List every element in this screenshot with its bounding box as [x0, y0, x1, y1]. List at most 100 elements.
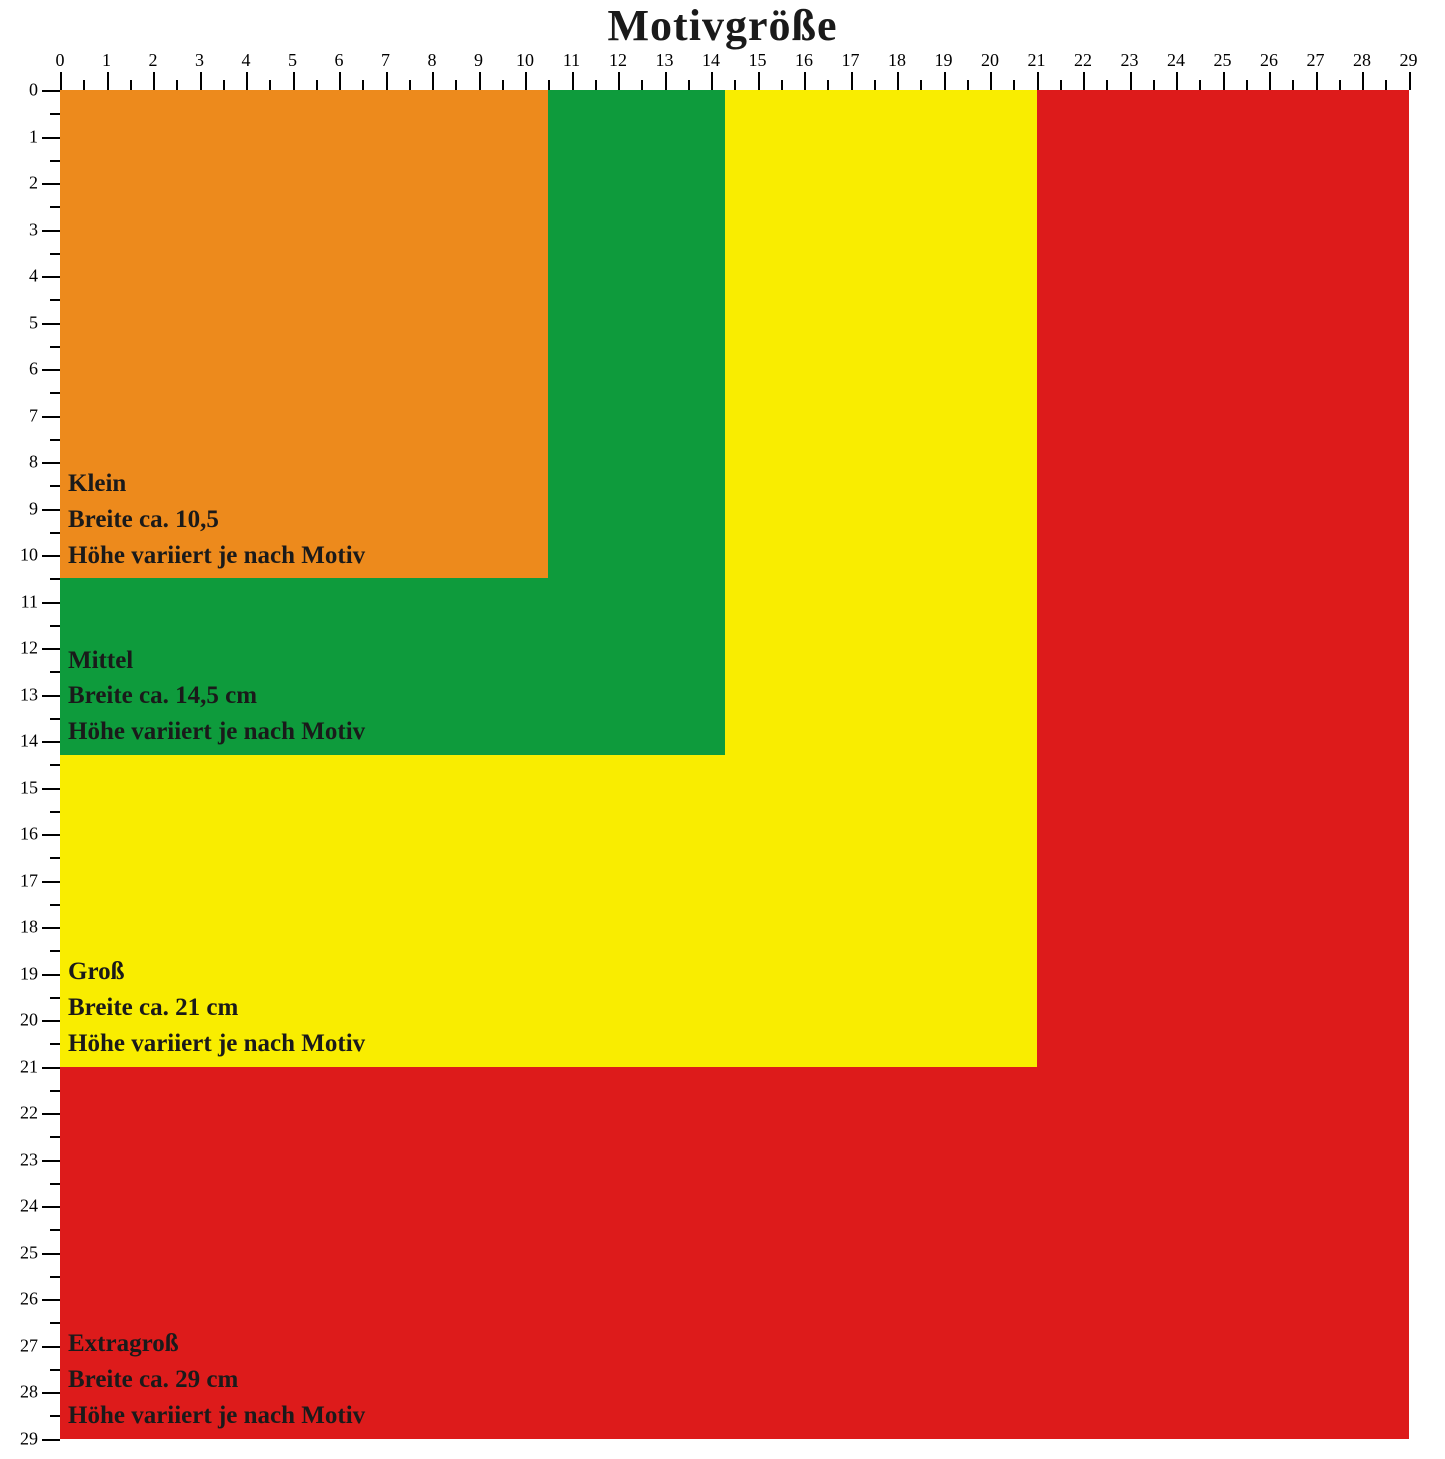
ruler-label: 20 — [981, 50, 999, 71]
ruler-vertical: 0123456789101112131415161718192021222324… — [0, 90, 60, 1459]
ruler-label: 15 — [749, 50, 767, 71]
ruler-label: 19 — [935, 50, 953, 71]
ruler-tick — [897, 72, 899, 90]
ruler-label: 2 — [149, 50, 158, 71]
ruler-label: 3 — [195, 50, 204, 71]
ruler-tick — [42, 1392, 60, 1394]
size-width: Breite ca. 29 cm — [68, 1363, 365, 1397]
ruler-tick — [200, 72, 202, 90]
ruler-label: 21 — [20, 1056, 38, 1077]
ruler-tick-minor — [50, 392, 60, 394]
ruler-tick-minor — [50, 764, 60, 766]
ruler-tick — [42, 555, 60, 557]
ruler-tick — [42, 462, 60, 464]
ruler-tick-minor — [50, 1043, 60, 1045]
ruler-label: 9 — [474, 50, 483, 71]
ruler-label: 20 — [20, 1010, 38, 1031]
ruler-tick-minor — [734, 80, 736, 90]
ruler-tick — [665, 72, 667, 90]
ruler-tick-minor — [50, 1369, 60, 1371]
ruler-tick-minor — [50, 439, 60, 441]
ruler-label: 15 — [20, 777, 38, 798]
ruler-tick-minor — [920, 80, 922, 90]
ruler-label: 7 — [29, 405, 38, 426]
size-box-klein: KleinBreite ca. 10,5Höhe variiert je nac… — [60, 90, 548, 578]
ruler-tick-minor — [50, 485, 60, 487]
ruler-label: 8 — [29, 452, 38, 473]
ruler-tick-minor — [827, 80, 829, 90]
ruler-tick — [851, 72, 853, 90]
ruler-tick — [42, 974, 60, 976]
ruler-label: 1 — [102, 50, 111, 71]
ruler-tick-minor — [50, 113, 60, 115]
ruler-tick-minor — [50, 997, 60, 999]
ruler-tick-minor — [50, 1322, 60, 1324]
ruler-tick — [339, 72, 341, 90]
ruler-label: 21 — [1028, 50, 1046, 71]
ruler-tick — [42, 881, 60, 883]
size-width: Breite ca. 14,5 cm — [68, 679, 365, 713]
ruler-tick-minor — [1013, 80, 1015, 90]
size-height: Höhe variiert je nach Motiv — [68, 1027, 365, 1061]
ruler-label: 8 — [428, 50, 437, 71]
ruler-tick — [758, 72, 760, 90]
ruler-label: 12 — [609, 50, 627, 71]
ruler-tick-minor — [50, 578, 60, 580]
ruler-tick — [42, 90, 60, 92]
ruler-label: 27 — [20, 1335, 38, 1356]
size-height: Höhe variiert je nach Motiv — [68, 1399, 365, 1433]
size-name: Groß — [68, 955, 365, 989]
ruler-tick-minor — [50, 625, 60, 627]
ruler-label: 19 — [20, 963, 38, 984]
ruler-tick — [42, 1020, 60, 1022]
ruler-tick-minor — [50, 253, 60, 255]
ruler-tick-minor — [50, 671, 60, 673]
ruler-tick — [42, 1113, 60, 1115]
ruler-label: 22 — [1074, 50, 1092, 71]
ruler-tick-minor — [50, 857, 60, 859]
ruler-tick-minor — [50, 1276, 60, 1278]
ruler-tick — [990, 72, 992, 90]
ruler-tick — [1316, 72, 1318, 90]
ruler-tick — [42, 276, 60, 278]
ruler-tick — [42, 1299, 60, 1301]
ruler-tick — [525, 72, 527, 90]
ruler-label: 24 — [1167, 50, 1185, 71]
size-height: Höhe variiert je nach Motiv — [68, 539, 365, 573]
ruler-tick-minor — [50, 346, 60, 348]
ruler-tick — [42, 1160, 60, 1162]
ruler-tick-minor — [595, 80, 597, 90]
ruler-tick — [42, 695, 60, 697]
ruler-tick — [42, 602, 60, 604]
ruler-tick — [1037, 72, 1039, 90]
ruler-tick — [42, 741, 60, 743]
ruler-tick-minor — [50, 160, 60, 162]
size-label-extragross: ExtragroßBreite ca. 29 cmHöhe variiert j… — [68, 1327, 365, 1432]
ruler-tick-minor — [641, 80, 643, 90]
ruler-tick-minor — [130, 80, 132, 90]
ruler-label: 23 — [20, 1149, 38, 1170]
ruler-tick-minor — [502, 80, 504, 90]
ruler-tick — [42, 788, 60, 790]
size-label-mittel: MittelBreite ca. 14,5 cmHöhe variiert je… — [68, 644, 365, 749]
size-canvas: ExtragroßBreite ca. 29 cmHöhe variiert j… — [60, 90, 1409, 1439]
size-width: Breite ca. 10,5 — [68, 503, 365, 537]
ruler-label: 7 — [381, 50, 390, 71]
ruler-tick-minor — [874, 80, 876, 90]
ruler-label: 28 — [20, 1382, 38, 1403]
ruler-tick-minor — [1385, 80, 1387, 90]
ruler-tick-minor — [223, 80, 225, 90]
ruler-tick — [107, 72, 109, 90]
ruler-label: 29 — [20, 1428, 38, 1449]
ruler-label: 4 — [29, 266, 38, 287]
ruler-tick — [944, 72, 946, 90]
ruler-tick — [42, 416, 60, 418]
ruler-tick — [479, 72, 481, 90]
size-label-gross: GroßBreite ca. 21 cmHöhe variiert je nac… — [68, 955, 365, 1060]
ruler-tick-minor — [1199, 80, 1201, 90]
ruler-tick-minor — [83, 80, 85, 90]
ruler-tick-minor — [455, 80, 457, 90]
ruler-tick — [293, 72, 295, 90]
ruler-label: 27 — [1307, 50, 1325, 71]
ruler-tick-minor — [1153, 80, 1155, 90]
